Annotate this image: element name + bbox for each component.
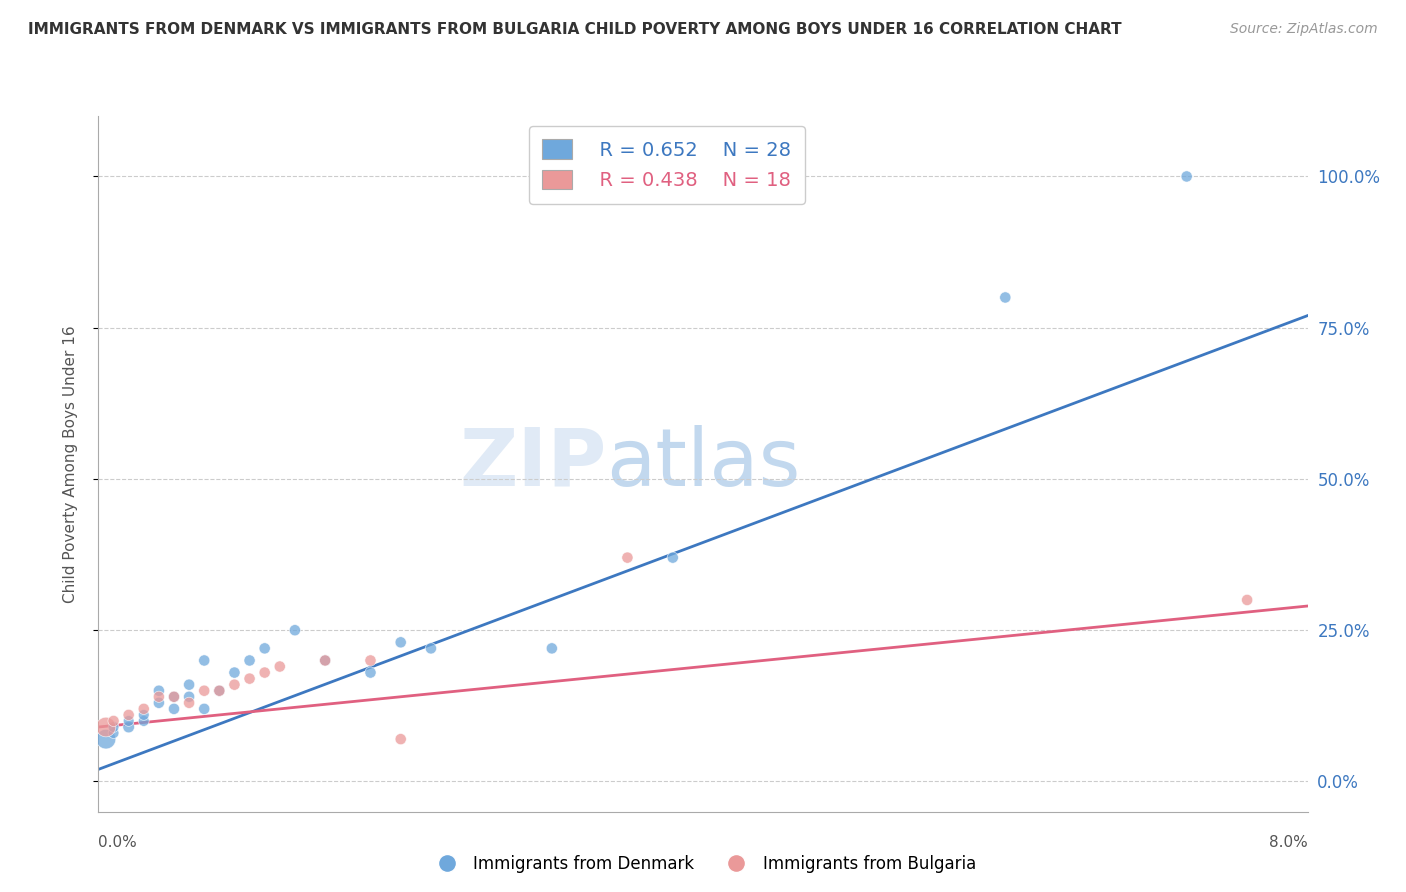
Point — [163, 690, 186, 704]
Point — [193, 653, 215, 667]
Point — [163, 690, 186, 704]
Point — [389, 635, 412, 649]
Point — [994, 290, 1017, 304]
Point — [360, 665, 382, 680]
Point — [132, 702, 155, 716]
Point — [208, 683, 231, 698]
Text: IMMIGRANTS FROM DENMARK VS IMMIGRANTS FROM BULGARIA CHILD POVERTY AMONG BOYS UND: IMMIGRANTS FROM DENMARK VS IMMIGRANTS FR… — [28, 22, 1122, 37]
Point — [360, 653, 382, 667]
Point — [616, 550, 638, 565]
Point — [118, 720, 141, 734]
Point — [118, 707, 141, 722]
Point — [193, 702, 215, 716]
Point — [103, 726, 125, 740]
Point — [179, 690, 201, 704]
Point — [541, 641, 564, 656]
Point — [662, 550, 685, 565]
Point — [269, 659, 291, 673]
Text: atlas: atlas — [606, 425, 800, 503]
Point — [314, 653, 336, 667]
Point — [148, 690, 170, 704]
Text: 8.0%: 8.0% — [1268, 836, 1308, 850]
Point — [253, 641, 276, 656]
Point — [224, 678, 246, 692]
Point — [132, 707, 155, 722]
Point — [103, 720, 125, 734]
Point — [1236, 593, 1258, 607]
Point — [148, 696, 170, 710]
Point — [1175, 169, 1198, 184]
Legend: Immigrants from Denmark, Immigrants from Bulgaria: Immigrants from Denmark, Immigrants from… — [423, 848, 983, 880]
Point — [208, 683, 231, 698]
Legend:   R = 0.652    N = 28,   R = 0.438    N = 18: R = 0.652 N = 28, R = 0.438 N = 18 — [529, 126, 804, 203]
Point — [179, 678, 201, 692]
Point — [314, 653, 336, 667]
Point — [179, 696, 201, 710]
Point — [163, 702, 186, 716]
Point — [253, 665, 276, 680]
Text: ZIP: ZIP — [458, 425, 606, 503]
Point — [239, 672, 262, 686]
Point — [224, 665, 246, 680]
Point — [284, 624, 307, 638]
Point — [148, 683, 170, 698]
Point — [103, 714, 125, 728]
Text: Source: ZipAtlas.com: Source: ZipAtlas.com — [1230, 22, 1378, 37]
Point — [193, 683, 215, 698]
Point — [94, 732, 117, 747]
Point — [94, 720, 117, 734]
Y-axis label: Child Poverty Among Boys Under 16: Child Poverty Among Boys Under 16 — [63, 325, 77, 603]
Point — [132, 714, 155, 728]
Text: 0.0%: 0.0% — [98, 836, 138, 850]
Point — [118, 714, 141, 728]
Point — [239, 653, 262, 667]
Point — [389, 732, 412, 747]
Point — [420, 641, 443, 656]
